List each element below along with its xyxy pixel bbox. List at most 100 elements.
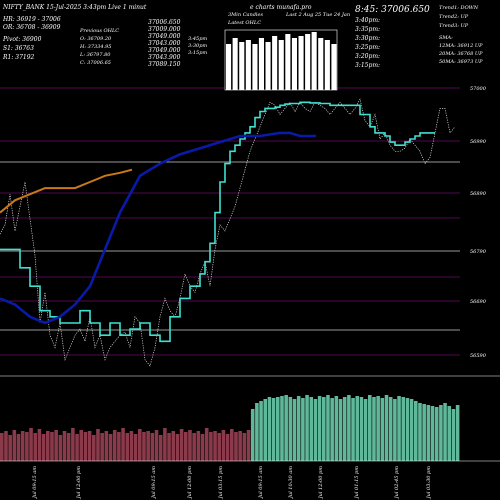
mini-bar-10 (291, 38, 297, 90)
mini-bar-3 (245, 40, 251, 90)
volume-bar-73 (305, 395, 309, 461)
volume-bar-11 (46, 431, 50, 461)
volume-bar-9 (37, 429, 42, 461)
prev-high: H: 37334.95 (79, 44, 112, 50)
x-tick-label-3: 14 Jul 12:00 pm (187, 466, 193, 500)
mini-bar-15 (324, 40, 330, 90)
volume-bar-66 (276, 397, 280, 461)
s1-line: S1: 36763 (3, 45, 34, 52)
mini-bar-16 (331, 44, 337, 90)
mini-bar-7 (272, 36, 278, 90)
sma12: 12MA: 36912 UP (439, 43, 483, 49)
volume-bar-28 (117, 432, 121, 461)
volume-bar-64 (267, 397, 272, 461)
volume-bar-108 (451, 409, 456, 461)
prev-low: L: 36797.80 (79, 52, 111, 58)
volume-bar-86 (359, 397, 364, 461)
series-group (0, 98, 456, 367)
volume-bar-33 (138, 429, 142, 461)
volume-bar-53 (221, 430, 226, 461)
volume-bar-95 (397, 396, 401, 461)
sma50: 50MA: 36973 UP (439, 59, 483, 65)
volume-bar-88 (368, 395, 372, 461)
mini-bar-4 (252, 44, 258, 90)
series-price (0, 98, 456, 367)
mini-bar-6 (265, 42, 271, 90)
right-time-4: 3:20pm: (355, 53, 380, 60)
volume-bar-76 (317, 396, 322, 461)
volume-bar-101 (422, 404, 426, 461)
time-stack-value-1: 3:30pm (188, 43, 207, 49)
pivot-line: Pivot: 36900 (2, 36, 42, 43)
volume-bar-30 (125, 433, 130, 461)
ohlc-stack-value-1: 37009.000 (148, 26, 181, 33)
prev-ohlc-title: Previous OHLC (79, 28, 119, 34)
volume-bar-80 (334, 396, 339, 461)
volume-bars (0, 395, 460, 461)
volume-bar-87 (363, 399, 368, 461)
ohlc-stack-value-4: 37049.000 (148, 47, 181, 54)
x-tick-label-5: 15 Jul 09:15 am (258, 466, 264, 500)
volume-bar-72 (301, 398, 305, 461)
volume-bar-90 (376, 396, 380, 461)
volume-bar-41 (171, 431, 176, 461)
volume-bar-52 (217, 433, 222, 461)
volume-bar-18 (75, 434, 79, 461)
volume-bar-35 (146, 431, 150, 461)
volume-bar-77 (322, 397, 326, 461)
mini-bar-12 (305, 34, 311, 90)
volume-bar-1 (4, 431, 8, 461)
x-tick-label-1: 11 Jul 12:00 pm (76, 466, 82, 500)
mini-bar-11 (298, 36, 304, 90)
volume-bar-32 (133, 434, 138, 461)
volume-bar-13 (54, 430, 58, 461)
mini-bar-1 (232, 38, 238, 90)
x-tick-label-0: 11 Jul 09:15 am (32, 466, 38, 500)
x-tick-label-4: 14 Jul 03:15 pm (218, 466, 224, 500)
latest-ohlc-label: Latest OHLC (227, 20, 261, 26)
volume-bar-92 (384, 395, 389, 461)
volume-bar-7 (29, 428, 33, 461)
volume-bar-60 (250, 409, 255, 461)
volume-bar-48 (200, 434, 205, 461)
volume-bar-50 (209, 432, 213, 461)
sma-title: SMA: (439, 35, 453, 41)
symbol-line: NIFTY_BANK 15-Jul-2025 3:43pm Live 1 min… (2, 4, 147, 11)
volume-bar-0 (0, 433, 4, 461)
volume-bar-46 (192, 433, 196, 461)
volume-bar-96 (401, 397, 406, 461)
volume-bar-94 (393, 399, 397, 461)
volume-bar-104 (434, 407, 439, 461)
volume-bar-44 (184, 432, 188, 461)
volume-bar-100 (418, 403, 422, 461)
volume-panel (0, 375, 500, 462)
volume-bar-17 (71, 428, 75, 461)
right-time-0: 3:40pm: (355, 17, 380, 24)
ohlc-stack-value-2: 37049.000 (148, 33, 181, 40)
volume-bar-27 (112, 430, 117, 461)
volume-bar-63 (263, 399, 268, 461)
volume-bar-74 (309, 397, 314, 461)
right-time-5: 3:15pm: (355, 62, 380, 69)
volume-bar-8 (33, 433, 38, 461)
y-tick-label-1: 56990 (470, 139, 487, 145)
ohlc-stack: 37006.65037009.00037049.00037043.0003704… (148, 19, 181, 68)
volume-bar-82 (342, 397, 347, 461)
volume-bar-102 (426, 405, 431, 461)
volume-bar-24 (100, 433, 104, 461)
volume-bar-29 (121, 428, 125, 461)
volume-bar-98 (409, 399, 414, 461)
volume-bar-83 (347, 395, 351, 461)
mini-candles-box (224, 29, 338, 91)
mini-bar-0 (226, 44, 232, 90)
ohlc-stack-value-0: 37006.650 (148, 19, 181, 26)
series-ma_long (0, 131, 316, 325)
prev-close: C: 37006.65 (80, 60, 111, 66)
y-tick-label-3: 56790 (470, 249, 487, 255)
y-tick-label-5: 56590 (470, 353, 487, 359)
trend1: Trend1: DOWN (439, 5, 479, 11)
volume-bar-55 (230, 429, 234, 461)
volume-bar-25 (104, 431, 109, 461)
volume-bar-54 (225, 434, 230, 461)
